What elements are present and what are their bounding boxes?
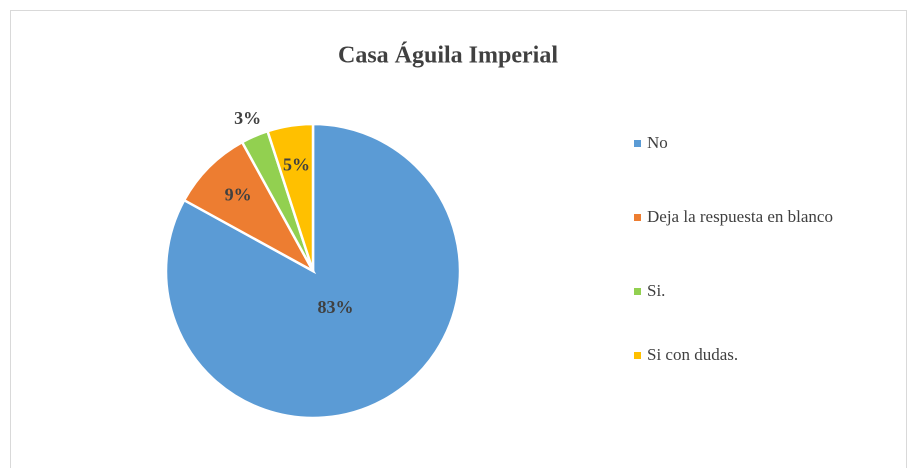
legend-item: No — [634, 132, 844, 154]
legend-swatch — [634, 140, 641, 147]
legend-item: Deja la respuesta en blanco — [634, 206, 844, 228]
legend-label: Si con dudas. — [647, 345, 739, 364]
data-label: 9% — [225, 184, 252, 204]
pie-slice — [182, 140, 317, 275]
chart-title: Casa Águila Imperial — [338, 43, 558, 69]
data-label: 5% — [283, 155, 310, 175]
legend-item: Si. — [634, 280, 844, 302]
legend-label: Deja la respuesta en blanco — [647, 207, 833, 226]
legend-item: Si con dudas. — [634, 344, 844, 366]
legend-swatch — [634, 214, 641, 221]
legend-label: No — [647, 133, 668, 152]
data-label: 3% — [234, 108, 261, 128]
pie-slice — [265, 122, 315, 272]
legend-label: Si. — [647, 281, 666, 300]
chart-border — [10, 10, 907, 468]
data-label: 83% — [317, 297, 353, 317]
legend-swatch — [634, 352, 641, 359]
legend-swatch — [634, 288, 641, 295]
